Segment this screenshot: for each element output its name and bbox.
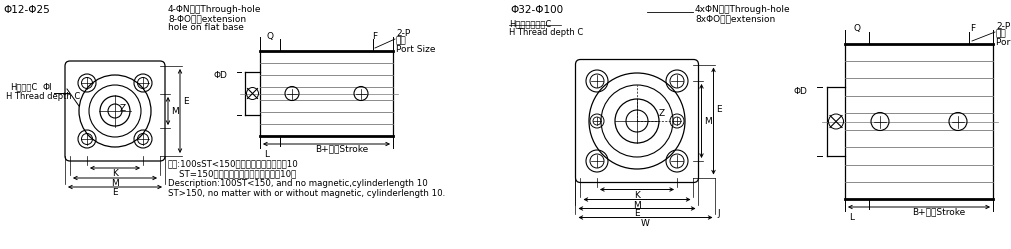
Text: Q: Q	[266, 32, 273, 41]
Text: 2-P: 2-P	[395, 28, 409, 38]
Text: Φ32-Φ100: Φ32-Φ100	[510, 5, 562, 15]
Text: M: M	[633, 200, 640, 209]
Text: Port Size: Port Size	[395, 45, 435, 54]
Text: E: E	[716, 105, 722, 114]
Text: K: K	[634, 190, 639, 199]
Text: W: W	[640, 219, 649, 228]
Text: ΦD: ΦD	[793, 87, 806, 96]
Text: H Thread depth C: H Thread depth C	[509, 27, 582, 37]
Text: 说明:100sST<150，且不带磁，缸筒加长10: 说明:100sST<150，且不带磁，缸筒加长10	[168, 160, 298, 169]
Text: F: F	[372, 32, 377, 41]
Text: ST>150, no matter with or without magnetic, cylinderlength 10.: ST>150, no matter with or without magnet…	[168, 189, 445, 198]
Text: H螺纹深C: H螺纹深C	[10, 82, 37, 91]
Text: H螺纹有效深度C: H螺纹有效深度C	[509, 19, 551, 28]
Text: 8-ΦO沉孔extension: 8-ΦO沉孔extension	[168, 14, 246, 23]
Text: B+行程Stroke: B+行程Stroke	[912, 207, 964, 216]
Text: J: J	[717, 209, 720, 218]
Text: Port Size: Port Size	[995, 38, 1011, 47]
Text: M: M	[111, 179, 118, 188]
Text: ST=150，无论带不带磁，缸筒均加长10。: ST=150，无论带不带磁，缸筒均加长10。	[168, 170, 296, 179]
Text: L: L	[848, 213, 853, 222]
Text: M: M	[704, 117, 712, 125]
Text: 2-P: 2-P	[995, 21, 1009, 30]
Text: B+行程Stroke: B+行程Stroke	[314, 144, 368, 153]
Text: K: K	[112, 169, 118, 178]
Text: 4-ΦN通孔Through-hole: 4-ΦN通孔Through-hole	[168, 5, 261, 14]
Text: 口径: 口径	[395, 37, 406, 46]
Text: 4xΦN通孔Through-hole: 4xΦN通孔Through-hole	[695, 5, 790, 14]
Text: Φl: Φl	[42, 82, 53, 91]
Text: F: F	[970, 23, 975, 33]
Text: 8xΦO沉孔extension: 8xΦO沉孔extension	[695, 14, 774, 23]
Text: Φ12-Φ25: Φ12-Φ25	[3, 5, 50, 15]
Text: Z: Z	[658, 109, 664, 118]
Text: Description:100ST<150, and no magnetic,cylinderlength 10: Description:100ST<150, and no magnetic,c…	[168, 180, 428, 188]
Text: M: M	[171, 107, 179, 116]
Text: E: E	[634, 209, 639, 219]
Text: Z: Z	[120, 104, 126, 113]
Text: ΦD: ΦD	[213, 71, 226, 80]
Text: L: L	[264, 150, 269, 159]
Text: Q: Q	[852, 23, 859, 33]
Text: 口径: 口径	[995, 29, 1006, 39]
Text: E: E	[112, 188, 117, 197]
Text: E: E	[183, 97, 188, 106]
Text: H Thread depth C: H Thread depth C	[6, 91, 80, 101]
Text: hole on flat base: hole on flat base	[168, 23, 244, 32]
